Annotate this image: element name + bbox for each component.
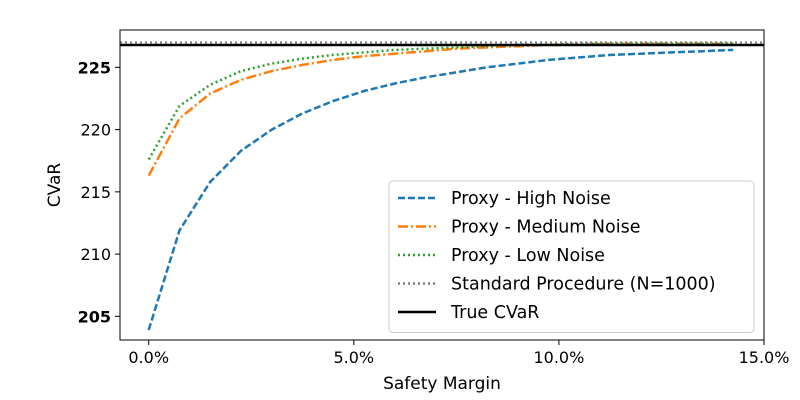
x-tick-label: 0.0% <box>128 348 169 367</box>
legend-label: True CVaR <box>450 303 539 323</box>
x-tick-label: 5.0% <box>333 348 374 367</box>
y-tick-label: 225 <box>78 58 111 77</box>
x-tick-label: 10.0% <box>533 348 584 367</box>
legend-label: Proxy - Low Noise <box>451 246 605 266</box>
x-axis-title: Safety Margin <box>383 374 501 394</box>
legend-label: Standard Procedure (N=1000) <box>451 275 716 295</box>
series-line-proxy-high-noise <box>147 48 734 331</box>
y-axis: 205 210 215 220 225 <box>78 58 120 326</box>
legend-label: Proxy - High Noise <box>451 189 611 209</box>
y-tick-label: 220 <box>80 121 111 140</box>
x-axis: 0.0% 5.0% 10.0% 15.0% <box>128 340 789 367</box>
series-layer <box>120 41 764 331</box>
legend-box <box>388 180 755 333</box>
y-tick-label: 215 <box>80 183 111 202</box>
x-tick-label: 15.0% <box>739 348 790 367</box>
y-tick-label: 205 <box>78 307 111 326</box>
y-tick-label: 210 <box>80 245 111 264</box>
legend-label: Proxy - Medium Noise <box>451 218 640 238</box>
y-axis-title: CVaR <box>45 163 65 208</box>
plot-frame <box>119 29 765 341</box>
legend: Proxy - High Noise Proxy - Medium Noise Pr… <box>388 180 755 333</box>
